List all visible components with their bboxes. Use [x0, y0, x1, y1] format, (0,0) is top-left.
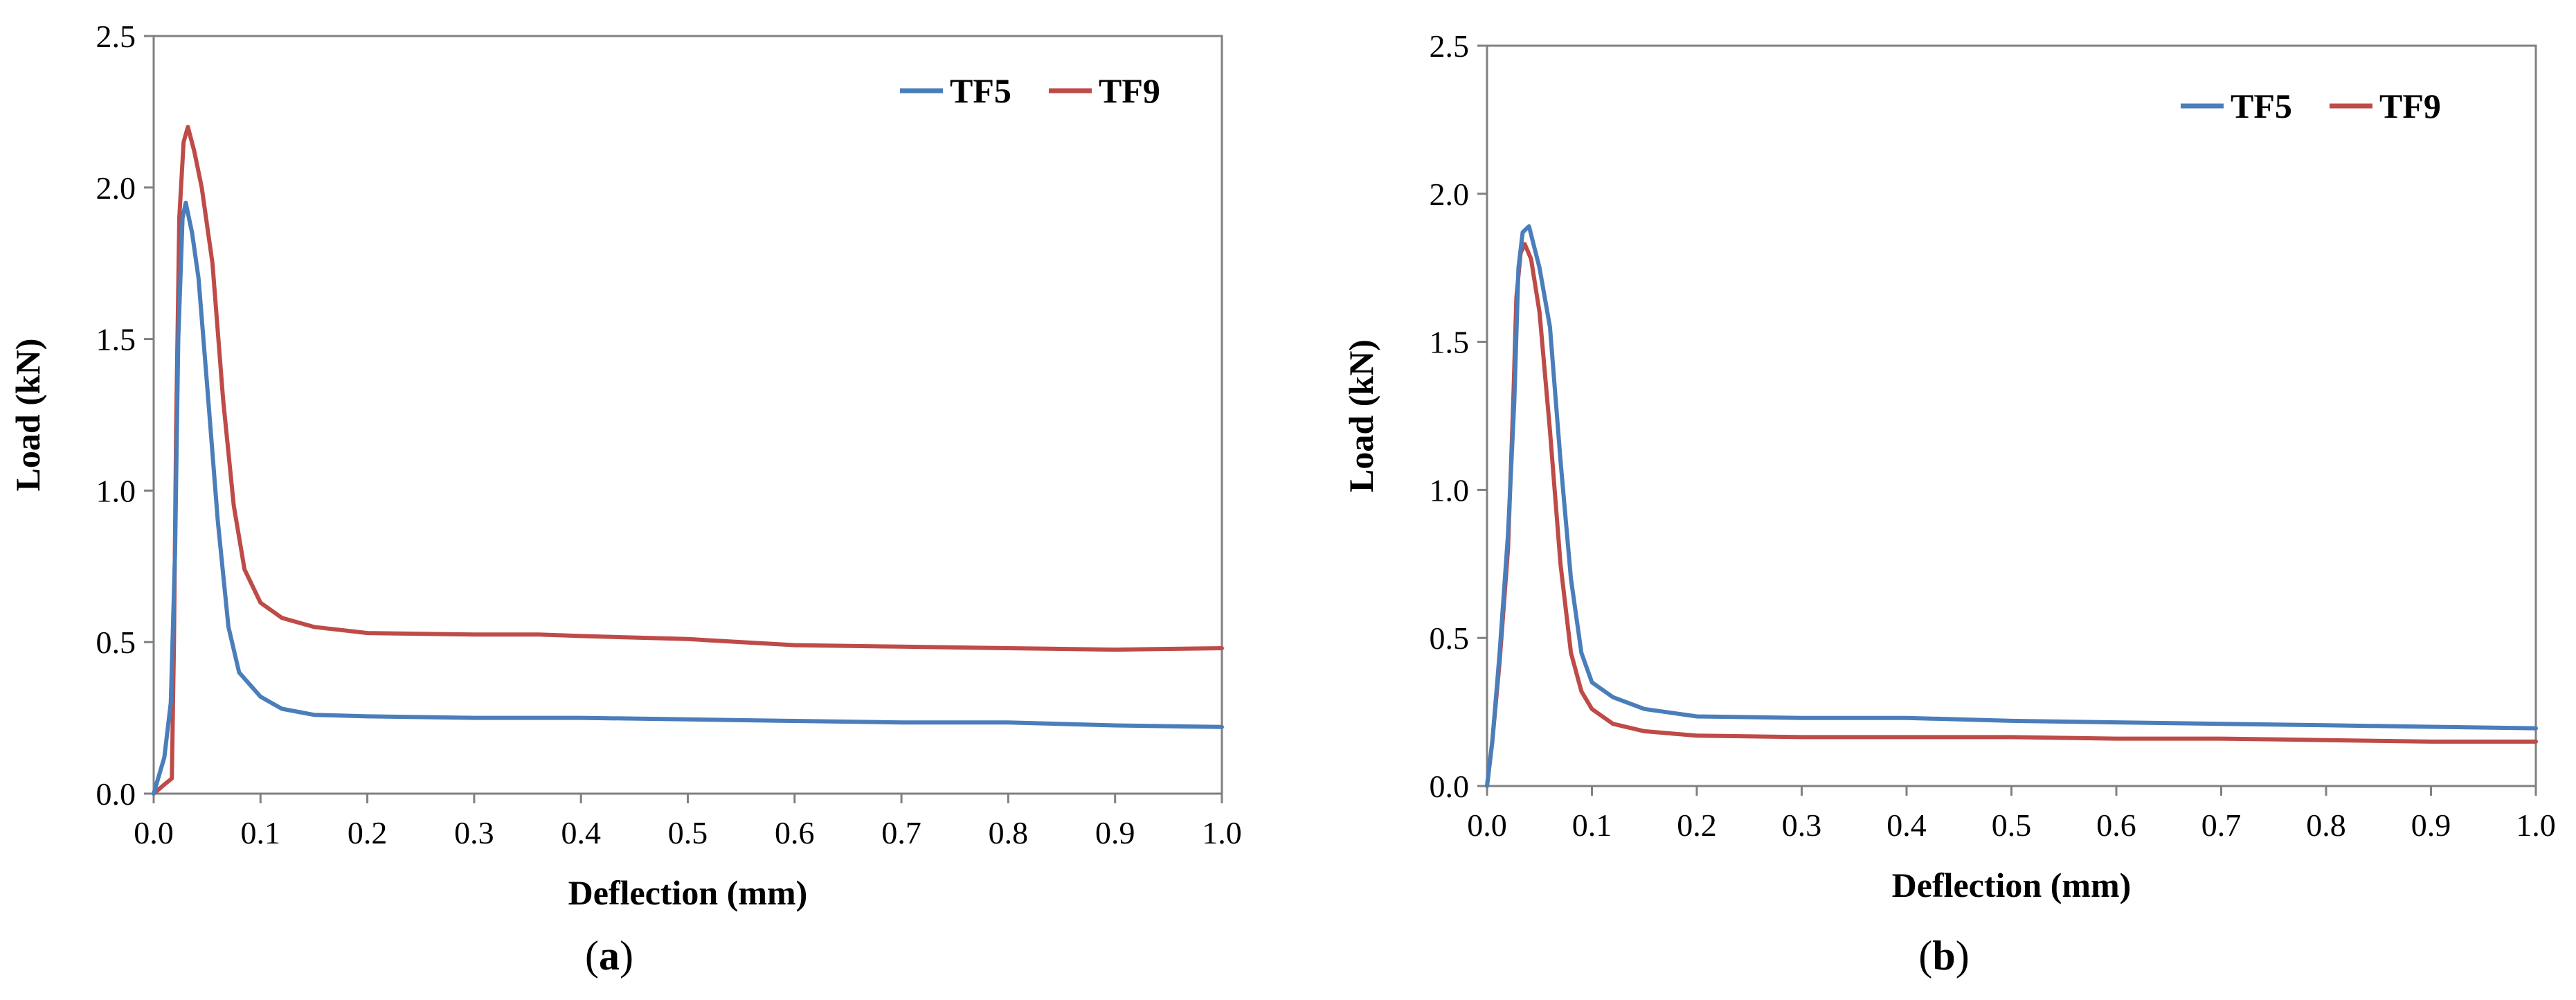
- legend-label-tf5: TF5: [2231, 87, 2292, 125]
- y-tick-label: 0.5: [1430, 620, 1470, 656]
- series-line-tf9: [152, 125, 1224, 796]
- y-axis-label: Load (kN): [8, 339, 47, 492]
- y-tick-label: 2.0: [96, 170, 136, 206]
- y-tick-label: 1.5: [1430, 325, 1470, 360]
- legend-label-tf5: TF5: [950, 71, 1011, 110]
- panel-caption: (a): [585, 933, 633, 979]
- y-tick-label: 0.5: [96, 625, 136, 660]
- legend: TF5 TF9: [2181, 87, 2441, 125]
- y-tick-label: 1.0: [1430, 472, 1470, 508]
- x-tick-label: 0.0: [134, 815, 174, 850]
- x-tick-label: 1.0: [2516, 807, 2556, 843]
- legend-label-tf9: TF9: [2379, 87, 2441, 125]
- plot-area: [1486, 44, 2537, 787]
- x-tick-label: 0.8: [2306, 807, 2346, 843]
- legend-label-tf9: TF9: [1099, 71, 1160, 110]
- x-axis-label: Deflection (mm): [1892, 866, 2132, 904]
- series-line-tf5: [1485, 224, 2538, 788]
- chart-panel-a: 0.0 0.5 1.0 1.5 2.0 2.5 0.0 0.1 0.2 0.3 0.4 0.5 0.6 0…: [8, 19, 1242, 979]
- x-tick-label: 0.7: [2201, 807, 2242, 843]
- x-tick-label: 0.5: [1992, 807, 2032, 843]
- y-tick-label: 0.0: [1430, 769, 1470, 804]
- x-tick-label: 0.4: [1886, 807, 1927, 843]
- x-tick-label: 0.7: [881, 815, 921, 850]
- series-line-tf9: [1485, 242, 2538, 788]
- y-tick-label: 1.0: [96, 473, 136, 508]
- x-tick-label: 0.1: [1572, 807, 1612, 843]
- x-tick-label: 0.8: [989, 815, 1029, 850]
- x-tick-label: 1.0: [1202, 815, 1242, 850]
- series-line-tf5: [152, 200, 1224, 796]
- x-tick-label: 0.3: [1782, 807, 1822, 843]
- x-tick-label: 0.6: [775, 815, 815, 850]
- x-tick-label: 0.4: [561, 815, 601, 850]
- x-tick-label: 0.3: [454, 815, 494, 850]
- y-tick-label: 2.5: [96, 19, 136, 54]
- x-tick-label: 0.1: [241, 815, 281, 850]
- x-tick-label: 0.0: [1467, 807, 1507, 843]
- legend: TF5 TF9: [900, 71, 1160, 110]
- x-tick-label: 0.6: [2096, 807, 2136, 843]
- x-tick-label: 0.2: [348, 815, 388, 850]
- chart-panel-b: 0.0 0.5 1.0 1.5 2.0 2.5 0.0 0.1 0.2 0.3 0.4 0.5 0.6 0…: [1342, 28, 2556, 979]
- panel-caption: (b): [1918, 933, 1969, 979]
- x-tick-label: 0.9: [2411, 807, 2451, 843]
- plot-area: [152, 35, 1223, 795]
- y-tick-label: 2.5: [1430, 28, 1470, 64]
- x-tick-label: 0.2: [1677, 807, 1717, 843]
- y-tick-label: 1.5: [96, 322, 136, 357]
- x-tick-label: 0.5: [668, 815, 708, 850]
- x-tick-label: 0.9: [1095, 815, 1135, 850]
- x-axis-label: Deflection (mm): [568, 873, 808, 912]
- y-tick-label: 0.0: [96, 776, 136, 812]
- y-tick-label: 2.0: [1430, 177, 1470, 212]
- y-axis-label: Load (kN): [1342, 339, 1380, 492]
